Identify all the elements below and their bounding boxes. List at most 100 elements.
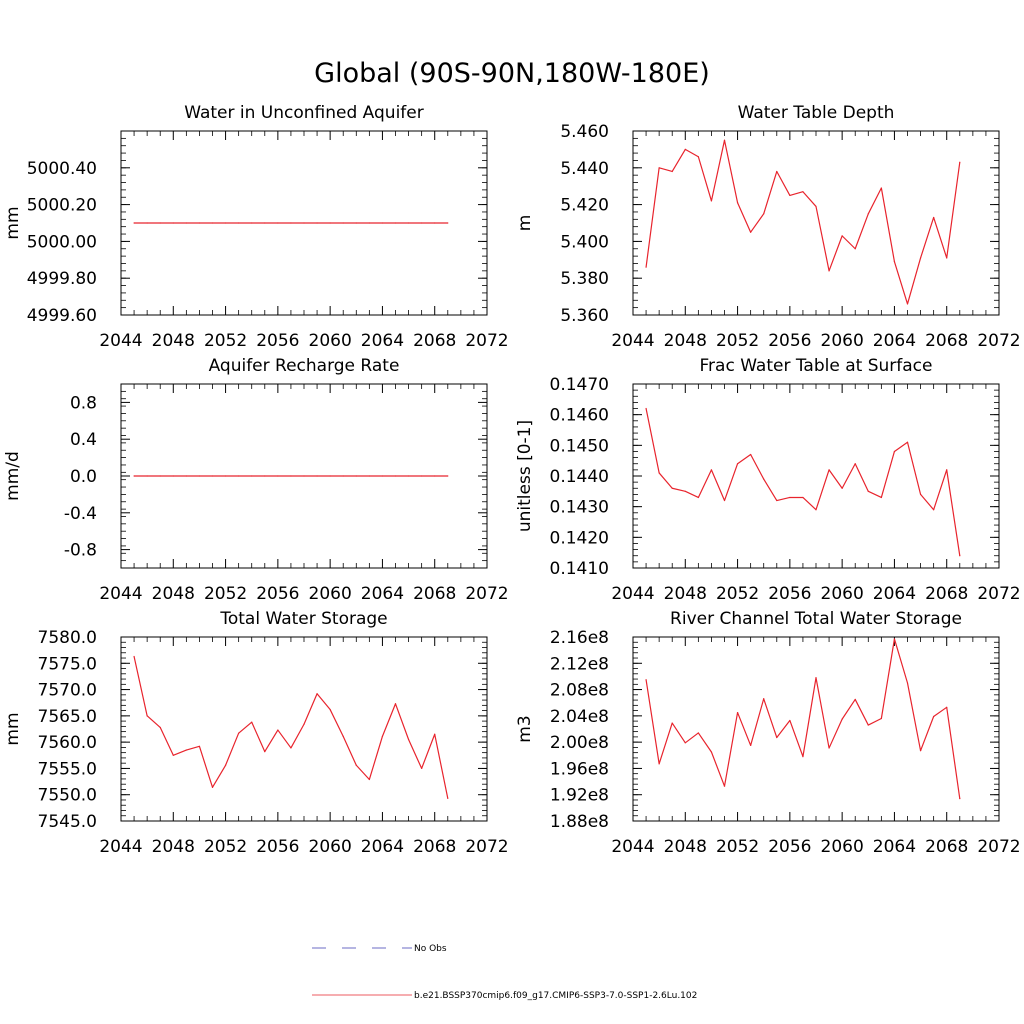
y-tick-label: 2.08e8 xyxy=(550,681,609,701)
panels: Water in Unconfined Aquifer mm 2044 2048 205… xyxy=(3,103,1021,857)
legend-label-model-run: b.e21.BSSP370cmip6.f09_g17.CMIP6-SSP3-7.… xyxy=(414,991,697,1001)
x-tick-label: 2044 xyxy=(99,584,142,604)
data-point xyxy=(933,715,935,718)
data-point xyxy=(251,721,253,723)
data-point xyxy=(763,213,765,215)
data-point xyxy=(933,509,935,511)
panel-title: Water in Unconfined Aquifer xyxy=(184,103,424,123)
data-point xyxy=(959,161,961,163)
data-point xyxy=(854,698,856,701)
y-axis-label: mm xyxy=(3,206,23,239)
x-tick-label: 2052 xyxy=(716,584,759,604)
data-point xyxy=(238,475,240,477)
data-point xyxy=(919,750,922,752)
x-tick-label: 2056 xyxy=(768,584,811,604)
data-point xyxy=(710,200,713,202)
y-tick-label: 4999.80 xyxy=(27,269,97,289)
y-tick-label: 2.04e8 xyxy=(550,707,609,727)
data-point xyxy=(736,463,739,465)
data-point xyxy=(645,266,647,268)
x-tick-label: 2072 xyxy=(977,584,1020,604)
y-tick-label: 0.8 xyxy=(70,393,97,413)
legend: No Obs b.e21.BSSP370cmip6.f09_g17.CMIP6-… xyxy=(312,944,697,1001)
data-point xyxy=(185,749,187,751)
y-tick-label: 5.380 xyxy=(560,269,609,289)
data-point xyxy=(867,490,869,492)
x-tick-label: 2048 xyxy=(152,584,195,604)
data-point xyxy=(946,706,948,708)
data-point xyxy=(906,303,909,305)
data-point xyxy=(342,222,344,224)
data-point xyxy=(277,729,279,731)
y-tick-label: 7545.0 xyxy=(38,812,97,832)
x-tick-label: 2060 xyxy=(309,584,352,604)
data-point xyxy=(697,496,699,499)
data-point xyxy=(841,718,843,720)
data-point xyxy=(828,747,830,749)
data-point xyxy=(381,222,384,224)
y-tick-label: -0.4 xyxy=(64,504,97,524)
data-point xyxy=(159,222,161,224)
y-tick-label: -0.8 xyxy=(64,541,97,561)
data-point xyxy=(198,745,201,747)
data-point xyxy=(959,555,961,557)
data-point xyxy=(211,786,214,788)
data-point xyxy=(906,441,909,443)
data-point xyxy=(303,222,305,224)
y-axis-label: m xyxy=(515,215,535,232)
x-tick-label: 2064 xyxy=(361,331,404,351)
data-point xyxy=(789,194,791,196)
data-point xyxy=(893,638,896,640)
data-point xyxy=(238,732,240,734)
data-point xyxy=(723,785,726,787)
data-point xyxy=(710,751,713,753)
y-axis-label: unitless [0-1] xyxy=(515,420,535,532)
data-point xyxy=(329,475,331,477)
data-point xyxy=(224,764,227,766)
data-point xyxy=(421,475,423,477)
data-point xyxy=(946,257,948,259)
data-point xyxy=(133,475,135,477)
series-line xyxy=(645,638,961,799)
x-tick-label: 2056 xyxy=(256,331,299,351)
x-tick-label: 2052 xyxy=(716,837,759,857)
x-tick-label: 2048 xyxy=(152,331,195,351)
data-point xyxy=(867,213,869,215)
data-point xyxy=(880,187,882,189)
data-point xyxy=(185,475,187,477)
data-point xyxy=(146,715,148,717)
data-point xyxy=(407,738,410,741)
data-point xyxy=(880,496,882,499)
data-point xyxy=(434,733,436,735)
y-tick-label: 7560.0 xyxy=(38,733,97,753)
y-axis-label: m3 xyxy=(515,715,535,742)
panel-title: Frac Water Table at Surface xyxy=(700,356,933,376)
data-point xyxy=(867,724,869,726)
data-point xyxy=(251,222,253,224)
x-tick-label: 2064 xyxy=(873,331,916,351)
series-line xyxy=(645,139,961,305)
data-point xyxy=(394,222,397,224)
panel-title: Total Water Storage xyxy=(219,609,387,629)
x-tick-label: 2068 xyxy=(413,584,456,604)
y-tick-label: 1.92e8 xyxy=(550,786,609,806)
data-point xyxy=(355,475,357,477)
y-tick-label: 7565.0 xyxy=(38,707,97,727)
data-point xyxy=(658,167,660,169)
x-tick-label: 2048 xyxy=(152,837,195,857)
panel-title: Water Table Depth xyxy=(738,103,895,123)
data-point xyxy=(933,216,935,219)
panel-total-water-storage: Total Water Storage mm 2044 2048 2052 2056 206… xyxy=(3,609,509,857)
data-point xyxy=(710,469,713,471)
data-point xyxy=(159,475,161,477)
x-tick-label: 2056 xyxy=(768,837,811,857)
data-point xyxy=(802,496,804,499)
data-point xyxy=(238,222,240,224)
data-point xyxy=(434,222,436,224)
legend-item-model-run: b.e21.BSSP370cmip6.f09_g17.CMIP6-SSP3-7.… xyxy=(312,991,697,1001)
data-point xyxy=(736,711,739,714)
data-point xyxy=(789,496,791,499)
data-point xyxy=(133,222,135,224)
y-tick-label: 7550.0 xyxy=(38,786,97,806)
